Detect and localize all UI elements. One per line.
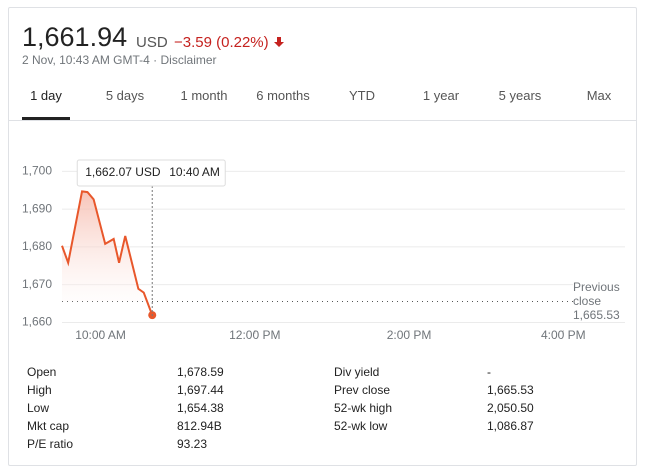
stat-value: -: [487, 365, 491, 379]
active-tab-indicator: [22, 117, 70, 120]
stat-value: 1,665.53: [487, 383, 534, 397]
separator: ·: [153, 53, 158, 67]
stock-card: [8, 7, 637, 466]
change-text: −3.59 (0.22%): [174, 34, 269, 51]
stat-value: 2,050.50: [487, 401, 534, 415]
tab[interactable]: 6 months: [256, 88, 310, 103]
tab[interactable]: 1 day: [30, 88, 62, 103]
stat-value: 93.23: [177, 437, 208, 451]
y-tick-label: 1,670: [22, 277, 52, 291]
stat-label: Mkt cap: [27, 419, 70, 433]
tab[interactable]: 5 days: [105, 88, 145, 103]
disclaimer[interactable]: Disclaimer: [160, 53, 217, 67]
down-arrow: [273, 37, 284, 47]
divider: [8, 120, 637, 121]
tab[interactable]: YTD: [349, 88, 375, 103]
stat-value: 1,697.44: [177, 383, 224, 397]
x-tick-label: 10:00 AM: [75, 328, 126, 342]
date: 2 Nov, 10:43 AM GMT-4: [22, 53, 150, 67]
stat-label: Prev close: [334, 383, 391, 397]
y-tick-label: 1,700: [22, 164, 52, 178]
tooltip-price: 1,662.07 USD: [85, 165, 161, 179]
stat-label: 52-wk low: [334, 419, 388, 433]
tooltip-time: 10:40 AM: [169, 165, 220, 179]
stat-value: 812.94B: [177, 419, 222, 433]
tab[interactable]: Max: [586, 88, 612, 103]
tooltip-box: [76, 159, 226, 187]
y-tick-label: 1,660: [22, 315, 52, 329]
change: −3.59 (0.22%): [174, 34, 285, 51]
stat-label: Div yield: [334, 365, 380, 379]
date-line: 2 Nov, 10:43 AM GMT-4 · Disclaimer: [22, 53, 217, 67]
price-line: [61, 190, 154, 316]
y-tick-label: 1,680: [22, 239, 52, 253]
stat-label: 52-wk high: [334, 401, 393, 415]
price-area: [62, 191, 153, 316]
previous-close-label: Previous close 1,665.53: [573, 280, 629, 322]
x-tick-label: 4:00 PM: [541, 328, 586, 342]
stat-label: Low: [27, 401, 50, 415]
stat-label: High: [27, 383, 52, 397]
stat-value: 1,654.38: [177, 401, 224, 415]
stat-label: Open: [27, 365, 57, 379]
stat-value: 1,086.87: [487, 419, 534, 433]
currency: USD: [136, 34, 168, 51]
tab[interactable]: 1 year: [422, 88, 460, 103]
y-tick-label: 1,690: [22, 201, 52, 215]
x-tick-label: 12:00 PM: [229, 328, 280, 342]
price: 1,661.94: [22, 22, 128, 52]
tab[interactable]: 1 month: [180, 88, 228, 103]
previous-close-value: 1,665.53: [573, 308, 620, 322]
previous-close-name: Previous close: [573, 280, 620, 308]
stat-value: 1,678.59: [177, 365, 224, 379]
tab[interactable]: 5 years: [498, 88, 542, 103]
stat-label: P/E ratio: [27, 437, 74, 451]
x-tick-label: 2:00 PM: [387, 328, 432, 342]
